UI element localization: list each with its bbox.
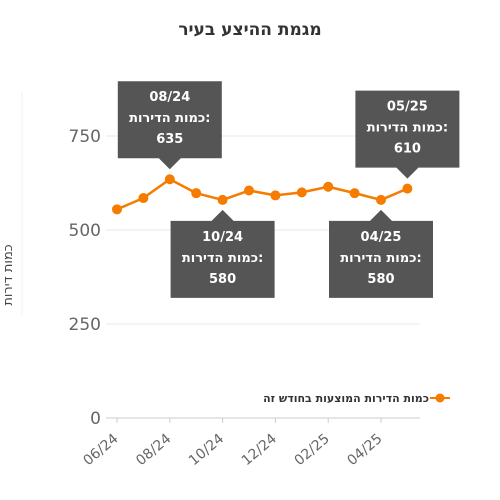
data-point — [270, 190, 281, 201]
y-axis-label: כמות דירות — [1, 244, 16, 305]
tooltip: 08/24 כמות הדירות: 635 — [117, 81, 222, 170]
tooltip-box — [117, 81, 222, 170]
legend[interactable]: כמות הדירות המוצעות בחודש זה — [263, 392, 450, 405]
legend-label: כמות הדירות המוצעות בחודש זה — [263, 392, 429, 405]
y-tick-label: 750 — [69, 127, 101, 147]
tooltip: 05/25 כמות הדירות: 610 — [355, 90, 460, 179]
legend-point-marker — [435, 393, 445, 403]
y-tick-labels: 0 250 500 750 — [69, 127, 101, 429]
data-point — [217, 194, 228, 205]
data-point — [349, 188, 360, 199]
data-point — [376, 194, 386, 205]
chart-title: מגמת ההיצע בעיר — [178, 20, 321, 40]
y-tick-label: 0 — [90, 409, 101, 429]
tooltip-date: 04/25 — [361, 230, 402, 245]
x-tick-label: 10/24 — [186, 431, 227, 469]
tooltip-box — [170, 209, 275, 298]
x-tick-labels: 06/24 08/24 10/24 12/24 02/25 04/25 — [80, 418, 386, 469]
y-tick-label: 500 — [69, 221, 101, 241]
data-point — [244, 185, 254, 196]
tooltips: 08/24 כמות הדירות: 635 10/24 כמות הדירות: 580… — [117, 81, 460, 298]
x-tick-label: 12/24 — [239, 431, 280, 469]
tooltip: 10/24 כמות הדירות: 580 — [170, 209, 275, 298]
x-tick-label: 06/24 — [80, 431, 121, 469]
tooltip-label: כמות הדירות: — [340, 251, 421, 266]
tooltip-value: 580 — [367, 272, 394, 287]
tooltip-label: כמות הדירות: — [129, 111, 210, 126]
tooltip: 04/25 כמות הדירות: 580 — [329, 209, 433, 298]
data-point — [164, 174, 175, 185]
tooltip-value: 580 — [209, 272, 236, 287]
tooltip-date: 10/24 — [202, 230, 243, 245]
data-point — [112, 204, 122, 215]
series-line — [116, 177, 408, 211]
x-tick-label: 04/25 — [344, 431, 385, 469]
data-point — [323, 181, 334, 192]
data-point — [296, 187, 307, 198]
tooltip-label: כמות הדירות: — [182, 251, 263, 266]
y-tick-label: 250 — [69, 315, 101, 335]
data-point — [191, 188, 202, 199]
tooltip-value: 610 — [394, 142, 421, 157]
tooltip-box — [355, 90, 460, 179]
data-point — [138, 193, 149, 204]
tooltip-label: כמות הדירות: — [367, 121, 448, 136]
data-point — [402, 183, 413, 194]
tooltip-date: 08/24 — [149, 90, 190, 105]
tooltip-value: 635 — [156, 132, 183, 147]
tooltip-date: 05/25 — [387, 100, 428, 115]
series-line-group — [112, 174, 413, 215]
x-tick-label: 02/25 — [292, 431, 333, 469]
tooltip-box — [329, 209, 433, 298]
x-tick-label: 08/24 — [133, 431, 174, 469]
